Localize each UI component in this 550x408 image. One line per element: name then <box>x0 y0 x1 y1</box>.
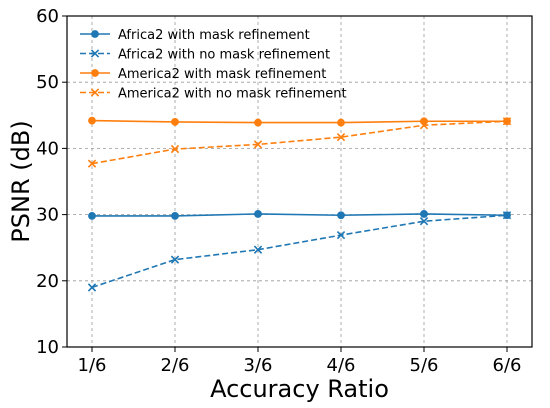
legend: Africa2 with mask refinement Africa2 with… <box>80 28 347 102</box>
legend-item: America2 with no mask refinement <box>80 87 347 102</box>
data-point <box>88 116 96 125</box>
legend-label: America2 with no mask refinement <box>118 87 347 102</box>
data-point <box>419 121 429 130</box>
series-2 <box>87 211 512 292</box>
x-tick-label: 4/6 <box>327 355 356 376</box>
series-line <box>91 120 508 165</box>
data-point <box>170 255 180 264</box>
data-point-legend-marker <box>91 69 99 77</box>
y-tick-label: 50 <box>36 72 59 93</box>
x-tick-label: 6/6 <box>493 355 522 376</box>
series-3 <box>88 116 511 127</box>
y-tick-label: 40 <box>36 138 59 159</box>
legend-item: America2 with mask refinement <box>80 67 326 82</box>
legend-label: Africa2 with no mask refinement <box>118 48 330 63</box>
data-point <box>336 230 346 240</box>
x-tick-label: 1/6 <box>78 355 107 376</box>
data-point <box>87 159 97 168</box>
axis-ticks: 1/6 2/6 3/6 4/6 5/6 6/6 10 20 30 40 50 60 <box>36 6 521 376</box>
series-line <box>91 119 507 124</box>
legend-label: Africa2 with mask refinement <box>118 28 310 43</box>
series-line <box>92 213 508 217</box>
series-line <box>91 214 508 289</box>
y-tick-label: 20 <box>36 271 59 292</box>
data-point-legend-marker <box>91 30 99 38</box>
x-tick-label: 5/6 <box>410 355 439 376</box>
legend-item: Africa2 with no mask refinement <box>80 48 330 63</box>
data-point <box>502 211 512 220</box>
data-point <box>336 132 346 142</box>
x-tick-label: 2/6 <box>161 355 190 376</box>
data-point <box>87 283 97 292</box>
y-tick-label: 60 <box>36 6 59 27</box>
data-point <box>419 217 429 226</box>
data-point <box>420 210 428 218</box>
plot-area-frame <box>66 15 533 348</box>
data-point <box>88 212 96 220</box>
series-layer <box>87 116 512 292</box>
series-1 <box>88 210 511 220</box>
data-point <box>337 211 345 220</box>
data-point <box>502 117 512 126</box>
data-point <box>337 118 345 127</box>
data-point <box>254 118 262 127</box>
data-point <box>253 140 263 149</box>
data-point <box>171 212 179 220</box>
data-point-legend-marker <box>90 88 100 97</box>
data-point <box>253 245 263 254</box>
x-axis-label: Accuracy Ratio <box>210 375 389 403</box>
data-point <box>170 144 180 154</box>
y-tick-label: 10 <box>36 337 59 358</box>
data-point <box>254 210 262 218</box>
data-point <box>171 118 179 126</box>
y-axis-label: PSNR (dB) <box>7 120 35 242</box>
legend-label: America2 with mask refinement <box>118 67 326 82</box>
legend-item: Africa2 with mask refinement <box>80 28 310 43</box>
grid <box>67 15 532 348</box>
y-tick-label: 30 <box>36 205 59 226</box>
data-point-legend-marker <box>90 49 100 58</box>
series-4 <box>87 117 512 168</box>
x-tick-label: 3/6 <box>244 355 273 376</box>
